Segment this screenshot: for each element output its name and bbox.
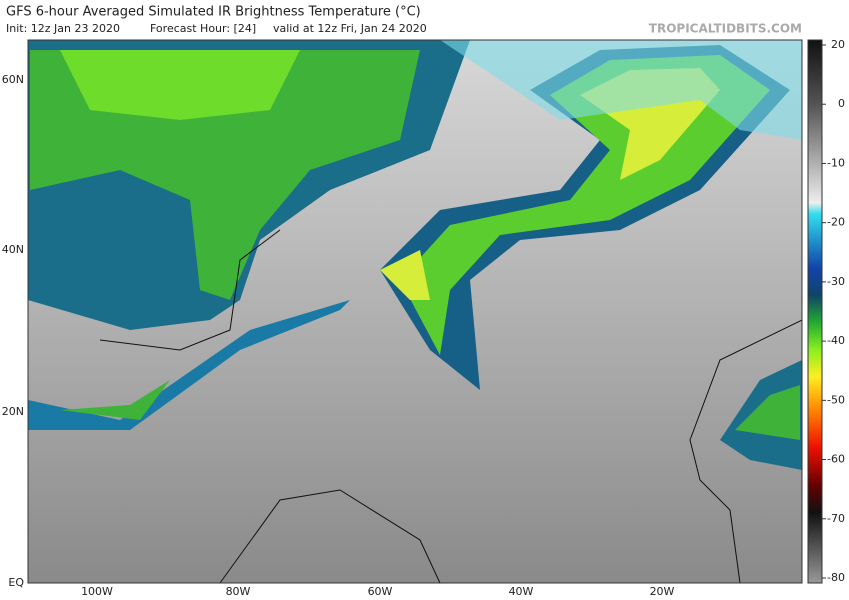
- cloud-band: [440, 40, 802, 140]
- map-area: [27, 39, 803, 584]
- source: TROPICALTIDBITS.COM: [649, 22, 802, 36]
- map-frame: [27, 39, 803, 584]
- colorbar: [807, 39, 823, 584]
- forecast-hour: Forecast Hour: [24]: [150, 22, 256, 35]
- longitude-label: 80W: [226, 585, 251, 598]
- cloud-band: [28, 300, 350, 430]
- cloud-band: [60, 380, 170, 420]
- cloud-core: [380, 250, 430, 300]
- colorbar-label: -50: [827, 393, 845, 406]
- colorbar-label: -60: [827, 453, 845, 466]
- colorbar-label: -70: [827, 512, 845, 525]
- title: GFS 6-hour Averaged Simulated IR Brightn…: [6, 5, 421, 20]
- latitude-label: 40N: [2, 243, 24, 256]
- init-time: Init: 12z Jan 23 2020: [6, 22, 120, 35]
- longitude-label: 40W: [509, 585, 534, 598]
- longitude-label: 60W: [368, 585, 393, 598]
- colorbar-label: -30: [827, 275, 845, 288]
- latitude-label: 60N: [2, 73, 24, 86]
- colorbar-label: -40: [827, 334, 845, 347]
- coastline: [219, 489, 441, 584]
- cloud-band: [60, 50, 300, 120]
- colorbar-label: 0: [838, 97, 845, 110]
- latitude-label: EQ: [8, 576, 24, 589]
- colorbar-label: -20: [827, 216, 845, 229]
- valid-time: valid at 12z Fri, Jan 24 2020: [273, 22, 427, 35]
- labels: 60N 40N 20N EQ 100W 80W 60W 40W 20W 20 0 -10 -20 -30 -…: [2, 38, 845, 598]
- coastline: [99, 229, 281, 351]
- colorbar-label: -80: [827, 571, 845, 584]
- longitude-label: 20W: [650, 585, 675, 598]
- colorbar-label: 20: [831, 38, 845, 51]
- colorbar-label: -10: [827, 156, 845, 169]
- longitude-label: 100W: [81, 585, 113, 598]
- latitude-label: 20N: [2, 405, 24, 418]
- cloud-band: [735, 385, 800, 440]
